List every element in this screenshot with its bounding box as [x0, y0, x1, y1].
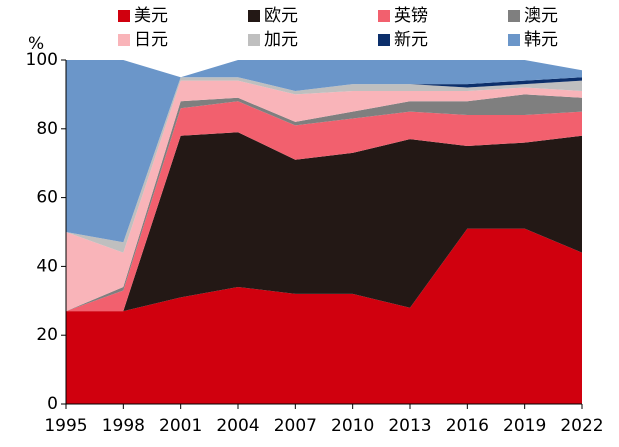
x-tick-label: 2016 — [446, 416, 489, 436]
y-tick-label: 60 — [36, 188, 58, 208]
x-tick-label: 2001 — [159, 416, 202, 436]
y-axis-label: % — [28, 34, 44, 54]
area — [66, 228, 582, 404]
legend-label: 欧元 — [264, 6, 298, 26]
area — [66, 94, 582, 312]
x-tick-label: 1998 — [102, 416, 145, 436]
legend-label: 澳元 — [524, 6, 558, 26]
legend-label: 美元 — [134, 6, 168, 26]
area — [66, 132, 582, 312]
legend-swatch — [118, 34, 130, 46]
legend-label: 英镑 — [394, 6, 428, 26]
x-tick-label: 2022 — [560, 416, 603, 436]
legend-swatch — [248, 10, 260, 22]
area — [66, 101, 582, 312]
area — [66, 80, 582, 312]
legend-swatch — [378, 34, 390, 46]
x-tick-label: 2010 — [331, 416, 374, 436]
legend-swatch — [378, 10, 390, 22]
x-tick-label: 2013 — [388, 416, 431, 436]
x-tick-label: 2004 — [216, 416, 259, 436]
x-tick-label: 2007 — [274, 416, 317, 436]
legend-label: 新元 — [394, 30, 428, 50]
x-tick-label: 1995 — [44, 416, 87, 436]
y-tick-label: 0 — [47, 394, 58, 414]
y-tick-label: 40 — [36, 256, 58, 276]
legend-swatch — [118, 10, 130, 22]
legend-label: 日元 — [134, 30, 168, 50]
legend-swatch — [508, 34, 520, 46]
legend-label: 韩元 — [524, 30, 558, 50]
legend-swatch — [508, 10, 520, 22]
x-tick-label: 2019 — [503, 416, 546, 436]
area — [66, 60, 582, 243]
legend-label: 加元 — [264, 30, 298, 50]
y-tick-label: 100 — [26, 50, 58, 70]
y-tick-label: 80 — [36, 119, 58, 139]
legend-swatch — [248, 34, 260, 46]
y-tick-label: 20 — [36, 325, 58, 345]
